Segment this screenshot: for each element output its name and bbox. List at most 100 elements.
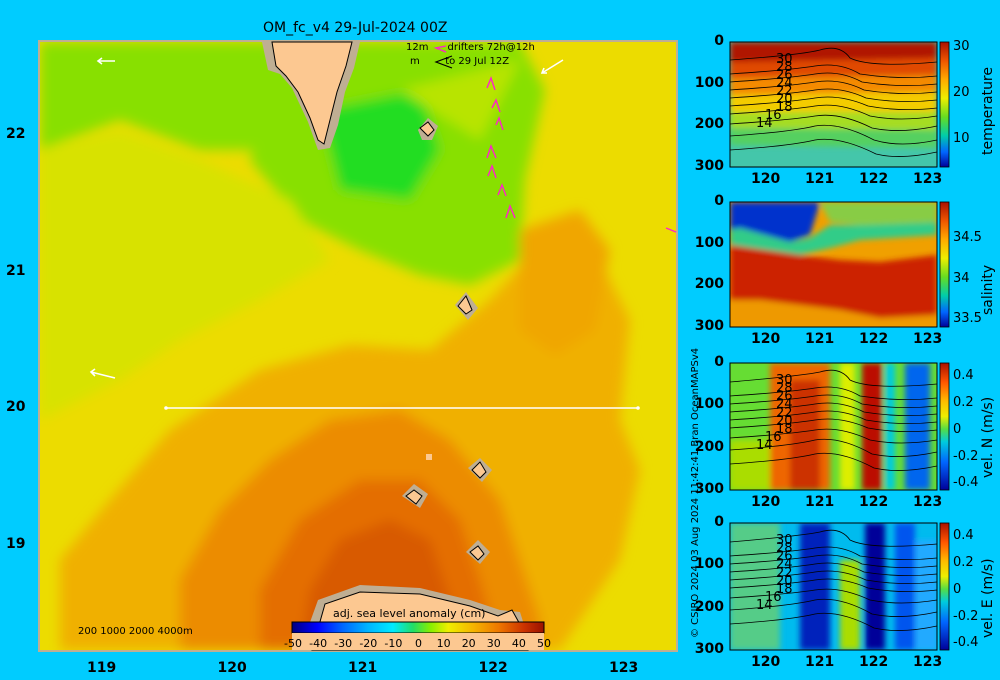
vel_E-colorbar-tick: 0 [953, 581, 962, 597]
salinity-y-tick: 300 [694, 318, 724, 334]
velE-section [730, 523, 937, 650]
drifter-tracks [433, 45, 677, 233]
vel_E-y-tick: 0 [714, 514, 724, 530]
colorbar-tick: -30 [334, 637, 353, 650]
colorbar-tick: 0 [415, 637, 422, 650]
vel_N-x-tick: 123 [913, 494, 943, 510]
vel_E-y-tick: 100 [694, 556, 724, 573]
map-y-tick: 20 [6, 399, 26, 415]
vel_N-axis-label: vel. N (m/s) [980, 396, 996, 478]
vel_E-axis-label: vel. E (m/s) [980, 558, 996, 638]
salinity-x-tick: 123 [913, 331, 943, 347]
salinity-colorbar [939, 201, 950, 328]
taiwan-land [271, 41, 353, 145]
colorbar-tick: 50 [537, 637, 551, 650]
map-x-tick: 121 [348, 660, 378, 676]
temperature-x-tick: 123 [913, 171, 943, 187]
drifter-arrows [89, 57, 564, 379]
salinity-colorbar-tick: 33.5 [953, 310, 982, 326]
chart-title: OM_fc_v4 29-Jul-2024 00Z [263, 20, 448, 36]
vel_N-colorbar-tick: -0.2 [953, 448, 979, 464]
salinity-colorbar-tick: 34.5 [953, 230, 982, 246]
temperature-colorbar-tick: 30 [953, 38, 970, 54]
vel_N-y-tick: 200 [694, 438, 724, 455]
temperature-contour-label: 22 [776, 84, 793, 99]
vel_N-y-tick: 100 [694, 396, 724, 413]
temperature-colorbar-tick: 10 [953, 131, 970, 147]
temperature-y-tick: 200 [694, 116, 724, 133]
map-x-tick: 122 [478, 660, 508, 676]
temperature-contour-label: 18 [776, 100, 793, 115]
temperature-y-tick: 0 [714, 33, 724, 49]
colorbar-tick: 10 [436, 637, 451, 650]
salinity-axis-label: salinity [980, 264, 996, 315]
colorbar-tick: -50 [284, 637, 302, 650]
colorbar-tick: -10 [384, 637, 403, 650]
temperature-x-tick: 122 [859, 171, 889, 187]
salinity-x-tick: 120 [751, 331, 781, 347]
colorbar-tick: 20 [461, 637, 476, 650]
salinity-x-tick: 122 [859, 331, 889, 347]
velN-colorbar [939, 362, 950, 491]
map-x-tick: 120 [217, 660, 247, 676]
vel_E-contour-label: 14 [756, 598, 773, 614]
salinity-colorbar-tick: 34 [953, 270, 970, 286]
velN-section [730, 363, 937, 490]
vel_E-x-tick: 120 [751, 654, 781, 670]
vel_E-x-tick: 122 [859, 654, 889, 670]
temperature-section [730, 42, 937, 167]
temperature-contour-label: 20 [776, 92, 793, 107]
salinity-y-tick: 0 [714, 193, 724, 209]
colorbar-tick: 30 [486, 637, 501, 650]
vel_N-x-tick: 122 [859, 494, 889, 510]
vel_N-contour-label: 14 [756, 438, 773, 454]
vel_E-contour-label: 20 [776, 573, 793, 589]
vel_N-contour-label: 24 [776, 397, 793, 413]
depth-legend: 200 1000 2000 4000m [78, 626, 193, 637]
velE-colorbar [939, 522, 950, 651]
vel_N-contour-label: 22 [776, 405, 793, 421]
colorbar-tick: -20 [359, 637, 378, 650]
sea-level-field [40, 42, 676, 650]
map-y-tick: 19 [6, 535, 26, 552]
temperature-colorbar [939, 41, 950, 168]
vel_E-contour-label: 30 [776, 533, 793, 548]
vel_E-colorbar-tick: 0.4 [953, 528, 974, 544]
salinity-x-tick: 121 [805, 331, 835, 347]
colorbar-label: adj. sea level anomaly (cm) [333, 607, 486, 620]
vel_N-contour-label: 16 [765, 429, 782, 445]
drifters-legend-1: 12m drifters 72h@12h [406, 42, 535, 53]
vel_N-contour-label: 20 [776, 413, 793, 429]
temperature-contour-label: 16 [765, 108, 782, 123]
map-x-tick: 123 [609, 660, 639, 676]
vel_N-contour-label: 30 [776, 373, 793, 388]
map-y-tick: 21 [6, 262, 26, 279]
vel_E-contour-label: 24 [776, 557, 793, 573]
colorbar-tick: -40 [309, 637, 328, 650]
vel_N-contour-label: 18 [776, 421, 793, 437]
temperature-contour-label: 14 [756, 116, 773, 131]
temperature-x-tick: 120 [751, 171, 781, 187]
vel_E-colorbar-tick: 0.2 [953, 555, 974, 571]
vel_E-y-tick: 200 [694, 598, 724, 615]
colorbar-tick: 40 [511, 637, 526, 650]
vel_E-contour-label: 16 [765, 589, 782, 605]
vel_E-contour-label: 18 [776, 581, 793, 597]
temperature-y-tick: 100 [694, 74, 724, 91]
vel_E-x-tick: 121 [805, 654, 835, 670]
temperature-y-tick: 300 [694, 158, 724, 174]
temperature-x-tick: 121 [805, 171, 835, 187]
temperature-colorbar-tick: 20 [953, 84, 970, 100]
vel_N-x-tick: 121 [805, 494, 835, 510]
vel_E-colorbar-tick: -0.2 [953, 608, 979, 624]
drifters-legend-2: m to 29 Jul 12Z [410, 56, 510, 67]
salinity-section [730, 202, 937, 327]
salinity-y-tick: 100 [694, 234, 724, 251]
temperature-contour-label: 26 [776, 68, 793, 83]
map-x-tick: 119 [87, 660, 117, 676]
vel_N-y-tick: 300 [694, 481, 724, 497]
temperature-contour-label: 30 [776, 52, 793, 67]
vel_E-x-tick: 123 [913, 654, 943, 670]
